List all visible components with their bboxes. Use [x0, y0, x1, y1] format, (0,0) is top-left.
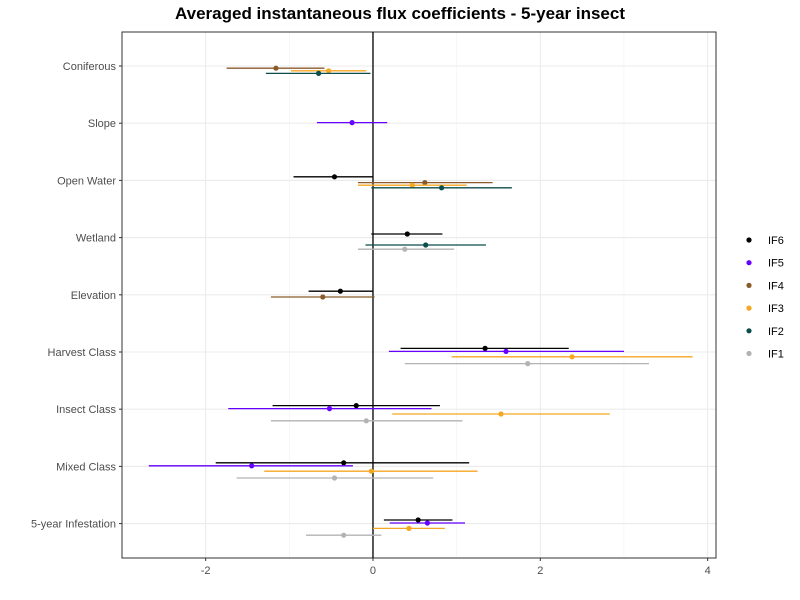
legend-label-if2: IF2 — [768, 326, 784, 338]
legend-key-if3 — [746, 305, 752, 311]
point-if6 — [415, 517, 421, 523]
panel-border — [121, 31, 717, 559]
point-if1 — [525, 361, 531, 367]
point-if5 — [503, 348, 509, 354]
legend-key-if2 — [746, 328, 752, 334]
grid-layer — [121, 32, 716, 558]
point-if6 — [353, 403, 359, 409]
point-if4 — [422, 180, 428, 186]
point-if6 — [331, 174, 338, 180]
point-if3 — [326, 68, 332, 74]
point-if4 — [320, 294, 326, 300]
y-tick-label: 5-year Infestation — [31, 519, 116, 531]
point-if4 — [273, 65, 279, 71]
point-if6 — [404, 231, 410, 237]
data-layer — [148, 32, 693, 558]
point-if6 — [482, 345, 488, 351]
point-if5 — [424, 520, 430, 526]
point-if6 — [337, 288, 343, 294]
point-if2 — [438, 185, 445, 191]
point-if1 — [341, 532, 347, 538]
point-if5 — [249, 463, 255, 469]
point-if1 — [331, 475, 338, 481]
legend: IF6 IF5 IF4 IF3 IF2 IF1 — [746, 235, 784, 361]
point-if3 — [409, 182, 415, 188]
point-if3 — [368, 468, 374, 474]
point-if3 — [569, 354, 575, 360]
point-if3 — [406, 525, 412, 532]
axis-layer: -2 0 2 4 Coniferous Slope Open Water Wetland Ele… — [31, 31, 717, 577]
y-tick-label: Coniferous — [63, 61, 117, 73]
legend-label-if6: IF6 — [768, 235, 784, 247]
y-tick-label: Elevation — [71, 290, 116, 302]
x-tick-label: 2 — [537, 565, 543, 577]
point-if5 — [349, 120, 355, 126]
chart-title: Averaged instantaneous flux coefficients… — [174, 4, 625, 23]
legend-key-if1 — [746, 350, 752, 357]
legend-label-if5: IF5 — [768, 258, 784, 270]
legend-key-if4 — [746, 282, 752, 288]
y-tick-label: Slope — [88, 118, 116, 130]
point-if1 — [363, 418, 369, 424]
legend-key-if6 — [746, 237, 752, 243]
point-if2 — [423, 242, 429, 248]
point-if5 — [326, 406, 333, 412]
y-tick-label: Open Water — [57, 175, 116, 187]
y-tick-label: Mixed Class — [56, 461, 116, 473]
legend-key-if5 — [746, 260, 752, 266]
legend-label-if3: IF3 — [768, 303, 784, 315]
x-tick-label: -2 — [201, 565, 211, 577]
point-if1 — [402, 246, 408, 252]
x-tick-label: 0 — [370, 565, 376, 577]
point-if3 — [498, 411, 504, 417]
legend-label-if4: IF4 — [768, 280, 784, 292]
y-tick-label: Insect Class — [56, 404, 116, 416]
point-if2 — [316, 70, 322, 76]
x-tick-label: 4 — [705, 565, 711, 577]
legend-label-if1: IF1 — [768, 349, 784, 361]
y-tick-label: Wetland — [76, 233, 116, 245]
point-if6 — [341, 460, 347, 466]
y-tick-label: Harvest Class — [48, 347, 117, 359]
